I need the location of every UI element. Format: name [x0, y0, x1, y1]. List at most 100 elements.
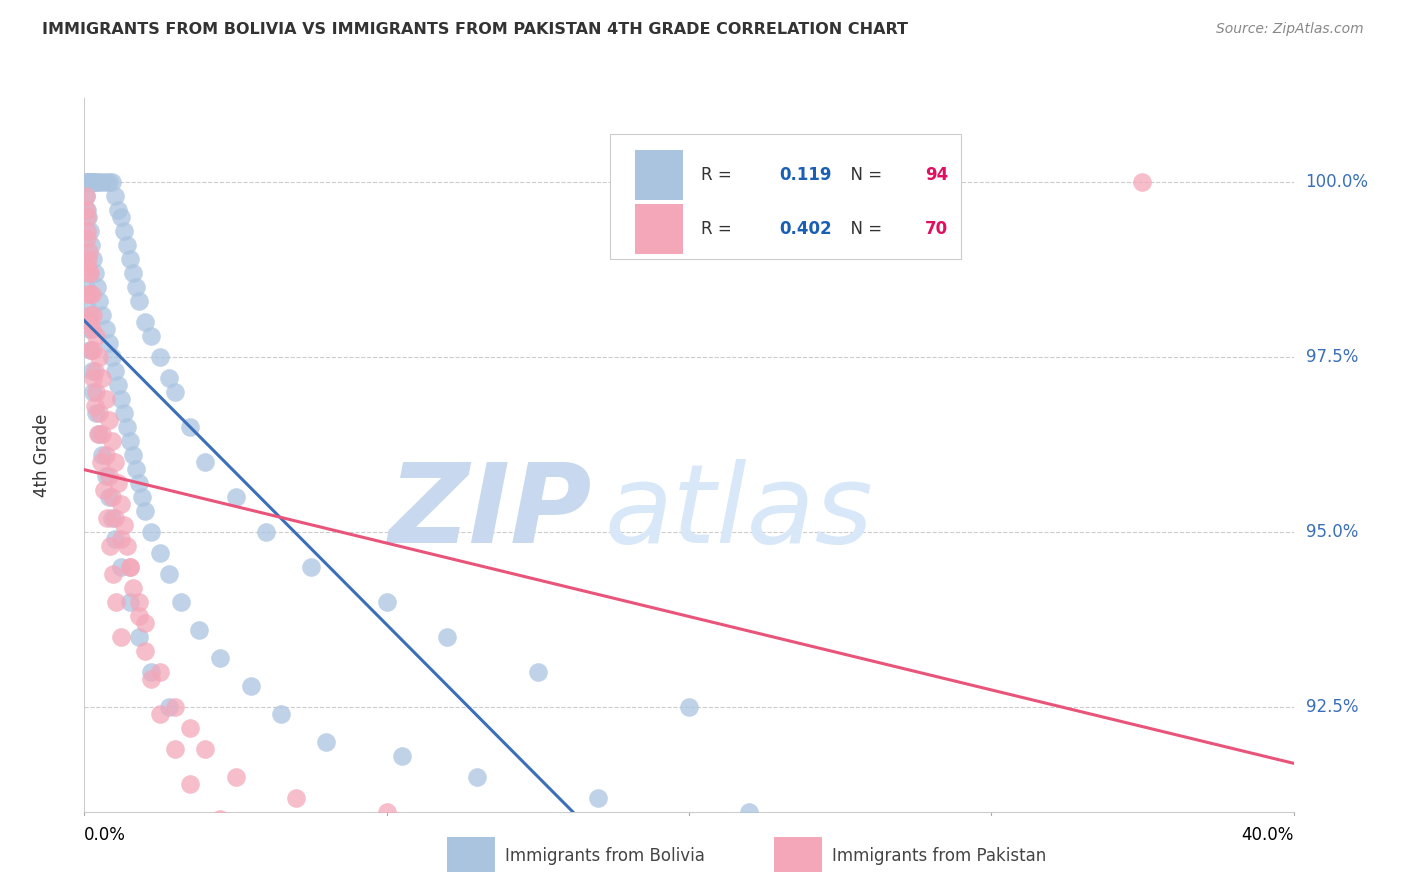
Point: [91, 308, 114, 322]
Point: [436, 630, 458, 644]
Text: Immigrants from Pakistan: Immigrants from Pakistan: [831, 847, 1046, 865]
Point: [94, 392, 117, 406]
Point: [375, 595, 398, 609]
Point: [76, 210, 98, 224]
Point: [194, 455, 217, 469]
Point: [87, 426, 110, 441]
Point: [77, 252, 100, 266]
Point: [104, 532, 127, 546]
Point: [157, 371, 180, 385]
Point: [121, 581, 143, 595]
Point: [76, 231, 98, 245]
Point: [738, 805, 761, 819]
Point: [96, 511, 118, 525]
Point: [77, 210, 100, 224]
Point: [149, 706, 172, 721]
Point: [128, 293, 150, 308]
Point: [89, 426, 111, 441]
Point: [527, 665, 550, 679]
Point: [165, 699, 187, 714]
Text: 92.5%: 92.5%: [1306, 698, 1358, 715]
Point: [110, 559, 132, 574]
Text: 4th Grade: 4th Grade: [32, 413, 51, 497]
Point: [76, 224, 98, 238]
Point: [79, 266, 101, 280]
Point: [82, 371, 104, 385]
Text: Immigrants from Bolivia: Immigrants from Bolivia: [505, 847, 704, 865]
Point: [128, 595, 150, 609]
Point: [110, 210, 132, 224]
Point: [375, 805, 398, 819]
Point: [139, 665, 162, 679]
Point: [100, 511, 122, 525]
Point: [75, 202, 97, 217]
Point: [97, 336, 120, 351]
Point: [194, 741, 217, 756]
Point: [75, 189, 97, 203]
Point: [80, 287, 103, 301]
Point: [91, 371, 114, 385]
Text: 40.0%: 40.0%: [1241, 826, 1294, 844]
Text: 97.5%: 97.5%: [1306, 348, 1358, 366]
Point: [80, 175, 103, 189]
Point: [91, 426, 114, 441]
FancyBboxPatch shape: [610, 134, 962, 259]
Point: [107, 202, 129, 217]
Point: [82, 308, 104, 322]
Point: [239, 679, 262, 693]
Point: [157, 699, 180, 714]
Point: [89, 406, 111, 420]
Point: [100, 490, 122, 504]
Point: [139, 329, 162, 343]
Point: [149, 546, 172, 560]
Point: [82, 343, 104, 357]
Point: [90, 455, 112, 469]
Point: [89, 175, 111, 189]
Point: [79, 287, 101, 301]
Point: [94, 448, 117, 462]
Text: 0.0%: 0.0%: [84, 826, 127, 844]
Point: [79, 308, 101, 322]
Point: [94, 322, 117, 336]
Point: [110, 630, 132, 644]
Point: [118, 595, 141, 609]
Text: R =: R =: [702, 166, 737, 184]
Point: [179, 777, 201, 791]
Point: [118, 559, 141, 574]
Point: [128, 475, 150, 490]
Point: [101, 566, 124, 581]
Text: Source: ZipAtlas.com: Source: ZipAtlas.com: [1216, 22, 1364, 37]
Point: [134, 644, 156, 658]
Point: [84, 399, 107, 413]
Point: [76, 259, 98, 273]
Point: [82, 252, 104, 266]
Point: [170, 595, 193, 609]
Point: [86, 406, 108, 420]
Point: [77, 266, 100, 280]
Point: [89, 293, 111, 308]
Text: 0.402: 0.402: [779, 220, 832, 238]
Point: [76, 301, 98, 315]
Point: [315, 861, 337, 875]
Point: [112, 517, 135, 532]
Point: [254, 524, 277, 539]
Point: [89, 350, 111, 364]
Point: [100, 434, 122, 448]
Point: [104, 364, 127, 378]
Point: [134, 615, 156, 630]
FancyBboxPatch shape: [634, 150, 683, 200]
Point: [149, 350, 172, 364]
Point: [134, 315, 156, 329]
Point: [75, 175, 97, 189]
Point: [165, 384, 187, 399]
Point: [80, 175, 103, 189]
Point: [77, 175, 100, 189]
Point: [110, 392, 132, 406]
Point: [139, 672, 162, 686]
Text: 0.119: 0.119: [779, 166, 832, 184]
Point: [157, 566, 180, 581]
Point: [100, 175, 122, 189]
Point: [225, 490, 247, 504]
Point: [128, 608, 150, 623]
Point: [112, 406, 135, 420]
